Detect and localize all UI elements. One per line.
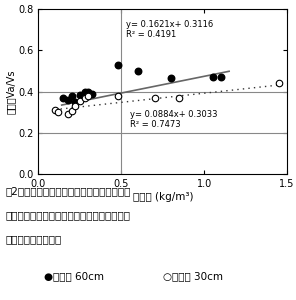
Point (177, 95, 182, 100)
Point (152, 95, 157, 100)
Point (136, 68, 140, 73)
Point (73, 103, 77, 108)
Point (83, 89, 87, 94)
Text: y= 0.1621x+ 0.3116
R² = 0.4191: y= 0.1621x+ 0.3116 R² = 0.4191 (126, 20, 214, 39)
Text: 在する場合の乾燥－: 在する場合の乾燥－ (6, 234, 62, 244)
Point (86, 89, 91, 94)
X-axis label: 根密度 (kg/m³): 根密度 (kg/m³) (133, 192, 193, 202)
Point (78, 98, 82, 103)
Text: ○条間隔 30cm: ○条間隔 30cm (163, 271, 223, 281)
Point (56, 110, 61, 115)
Point (116, 93, 120, 98)
Point (69, 93, 74, 98)
Point (276, 81, 281, 86)
Point (69, 109, 74, 113)
Point (89, 91, 94, 96)
Point (78, 92, 82, 97)
Point (53, 108, 57, 112)
Point (73, 99, 77, 104)
Point (66, 112, 71, 117)
Text: 标）の関係－根が水分を吸収しない素態で存: 标）の関係－根が水分を吸収しない素態で存 (6, 210, 131, 220)
Point (66, 97, 71, 102)
Text: y= 0.0884x+ 0.3033
R² = 0.7473: y= 0.0884x+ 0.3033 R² = 0.7473 (130, 110, 217, 129)
Point (218, 75, 223, 80)
Text: ●条間隔 60cm: ●条間隔 60cm (44, 271, 104, 281)
Y-axis label: 気相比Va/Vs: 気相比Va/Vs (5, 69, 15, 114)
Point (169, 76, 173, 80)
Point (61, 95, 66, 100)
Point (210, 75, 215, 80)
Point (86, 93, 91, 98)
Point (83, 95, 87, 100)
Point (116, 62, 120, 67)
Text: 図2　乾燥後の根密度と気相比（粗間隘の指: 図2 乾燥後の根密度と気相比（粗間隘の指 (6, 186, 131, 196)
